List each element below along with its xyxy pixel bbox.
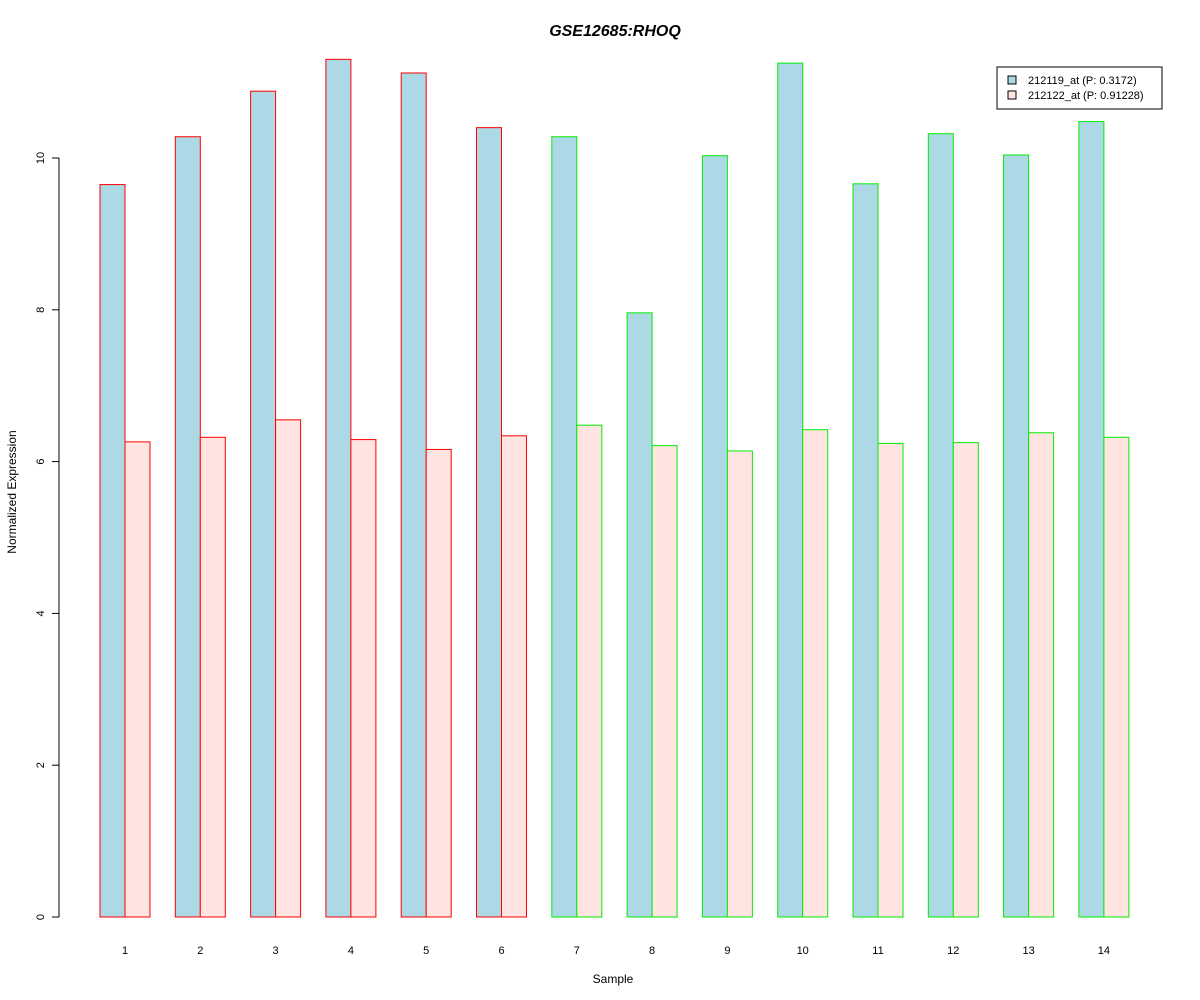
y-tick-label: 2 bbox=[35, 762, 47, 768]
y-tick-label: 10 bbox=[35, 152, 47, 164]
bar-series1-sample-4 bbox=[325, 58, 352, 918]
bar-series1-sample-6 bbox=[476, 127, 502, 918]
x-tick-label: 4 bbox=[348, 945, 354, 957]
bar-series1-sample-8 bbox=[626, 312, 653, 918]
legend-box bbox=[996, 66, 1163, 110]
legend-swatch bbox=[1007, 90, 1017, 100]
bar-series2-sample-10 bbox=[802, 429, 829, 918]
bar-series1-sample-14 bbox=[1078, 121, 1105, 918]
bar-series2-sample-2 bbox=[199, 436, 226, 918]
x-tick-label: 10 bbox=[797, 945, 809, 957]
x-tick-label: 9 bbox=[724, 945, 730, 957]
bar-series1-sample-7 bbox=[551, 136, 578, 918]
bar-series1-sample-1 bbox=[99, 184, 126, 918]
legend-swatch bbox=[1007, 75, 1017, 85]
bar-series2-sample-14 bbox=[1103, 436, 1130, 918]
x-tick-label: 13 bbox=[1022, 945, 1034, 957]
bar-series1-sample-12 bbox=[927, 133, 954, 918]
x-tick-label: 7 bbox=[574, 945, 580, 957]
bar-series2-sample-8 bbox=[651, 445, 678, 918]
bar-series1-sample-9 bbox=[701, 155, 728, 918]
bar-series2-sample-7 bbox=[576, 424, 603, 918]
x-tick-label: 2 bbox=[197, 945, 203, 957]
x-tick-label: 11 bbox=[872, 945, 883, 957]
bar-series2-sample-5 bbox=[425, 448, 452, 918]
bar-series2-sample-13 bbox=[1028, 432, 1055, 918]
bar-series1-sample-10 bbox=[777, 62, 804, 918]
bar-series2-sample-12 bbox=[952, 442, 979, 918]
bar-series2-sample-9 bbox=[726, 450, 753, 918]
y-axis-label: Normalized Expression bbox=[5, 430, 19, 553]
bar-series2-sample-4 bbox=[350, 439, 377, 918]
bar-series1-sample-5 bbox=[400, 72, 427, 918]
y-axis: 0 2 4 6 8 10 bbox=[35, 152, 60, 920]
legend-entry: 212122_at (P: 0.91228) bbox=[1028, 90, 1144, 102]
bar-series1-sample-2 bbox=[174, 136, 201, 918]
x-tick-label: 8 bbox=[649, 945, 655, 957]
bar-series1-sample-13 bbox=[1003, 154, 1030, 918]
legend-entry: 212119_at (P: 0.3172) bbox=[1028, 75, 1137, 87]
y-tick-label: 8 bbox=[35, 307, 47, 313]
x-tick-label: 6 bbox=[498, 945, 504, 957]
x-axis-label: Sample bbox=[593, 972, 634, 986]
bar-series1-sample-3 bbox=[250, 90, 277, 918]
x-tick-label: 14 bbox=[1098, 945, 1110, 957]
y-tick-label: 0 bbox=[35, 914, 47, 920]
x-tick-label: 1 bbox=[122, 945, 128, 957]
x-tick-label: 12 bbox=[947, 945, 959, 957]
y-tick-label: 4 bbox=[35, 610, 47, 616]
plot-area bbox=[99, 58, 1130, 918]
bar-series2-sample-11 bbox=[877, 442, 904, 918]
bar-series2-sample-1 bbox=[124, 441, 151, 918]
y-tick-label: 6 bbox=[35, 459, 47, 465]
x-tick-label: 3 bbox=[273, 945, 279, 957]
chart-title: GSE12685:RHOQ bbox=[549, 23, 681, 40]
bar-series1-sample-11 bbox=[852, 183, 879, 918]
bar-series2-sample-3 bbox=[275, 419, 302, 918]
x-axis: 1 2 3 4 5 6 7 8 9 10 11 12 13 14 bbox=[122, 945, 1110, 957]
bar-series2-sample-6 bbox=[501, 435, 527, 918]
legend: 212119_at (P: 0.3172) 212122_at (P: 0.912… bbox=[996, 66, 1163, 110]
x-tick-label: 5 bbox=[423, 945, 429, 957]
